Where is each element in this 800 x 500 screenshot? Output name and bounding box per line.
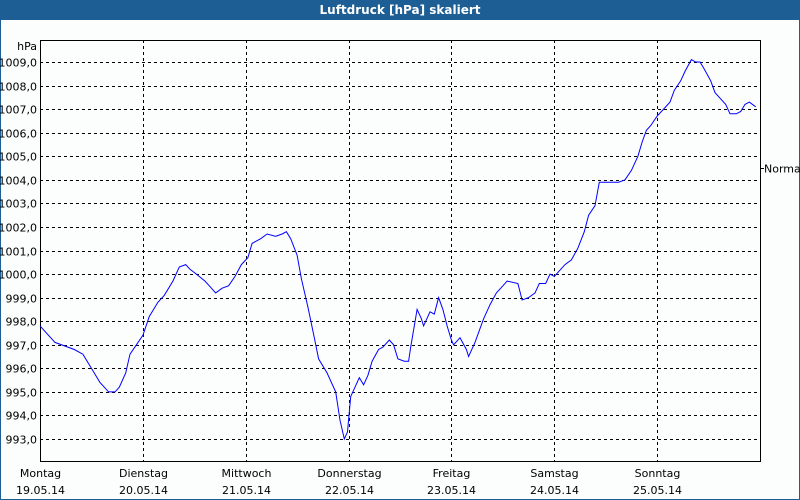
chart-title: Luftdruck [hPa] skaliert [0,0,800,20]
y-tick-label: 1000,0 [0,269,37,282]
x-tick-date: 20.05.14 [119,484,168,497]
reference-marker: Normal [760,163,800,176]
x-tick-date: 22.05.14 [325,484,374,497]
y-tick-label: 1002,0 [0,222,37,235]
reference-label: Normal [764,163,800,176]
y-tick-label: 1004,0 [0,175,37,188]
y-axis-unit-label: hPa [17,40,37,53]
x-tick-day: Montag [20,467,61,480]
y-tick-label: 1003,0 [0,198,37,211]
y-tick-label: 999,0 [6,293,38,306]
y-tick-label: 998,0 [6,316,38,329]
x-tick-day: Donnerstag [317,467,381,480]
y-tick-label: 994,0 [6,410,38,423]
plot-area-border [40,40,761,462]
y-tick-label: 997,0 [6,340,38,353]
x-tick-day: Mittwoch [222,467,272,480]
x-axis-ticks: Montag 19.05.14 Dienstag 20.05.14 Mittwoch 21… [16,467,682,497]
y-tick-label: 1009,0 [0,57,37,70]
y-tick-label: 1001,0 [0,246,37,259]
x-tick-date: 23.05.14 [427,484,476,497]
y-tick-label: 1006,0 [0,128,37,141]
x-tick-day: Dienstag [119,467,168,480]
y-axis-ticks: 993,0 994,0 995,0 996,0 997,0 998,0 999,0 1000,… [0,57,37,447]
x-tick-day: Freitag [433,467,471,480]
x-tick-day: Samstag [530,467,578,480]
x-tick-date: 21.05.14 [222,484,271,497]
x-tick-date: 19.05.14 [16,484,65,497]
y-tick-label: 1005,0 [0,151,37,164]
y-tick-label: 993,0 [6,434,38,447]
x-tick-date: 24.05.14 [530,484,579,497]
y-tick-label: 995,0 [6,387,38,400]
y-tick-label: 996,0 [6,363,38,376]
y-tick-label: 1007,0 [0,104,37,117]
x-tick-date: 25.05.14 [633,484,682,497]
x-tick-day: Sonntag [635,467,681,480]
grid [40,40,760,461]
y-tick-label: 1008,0 [0,81,37,94]
pressure-line [39,58,756,441]
